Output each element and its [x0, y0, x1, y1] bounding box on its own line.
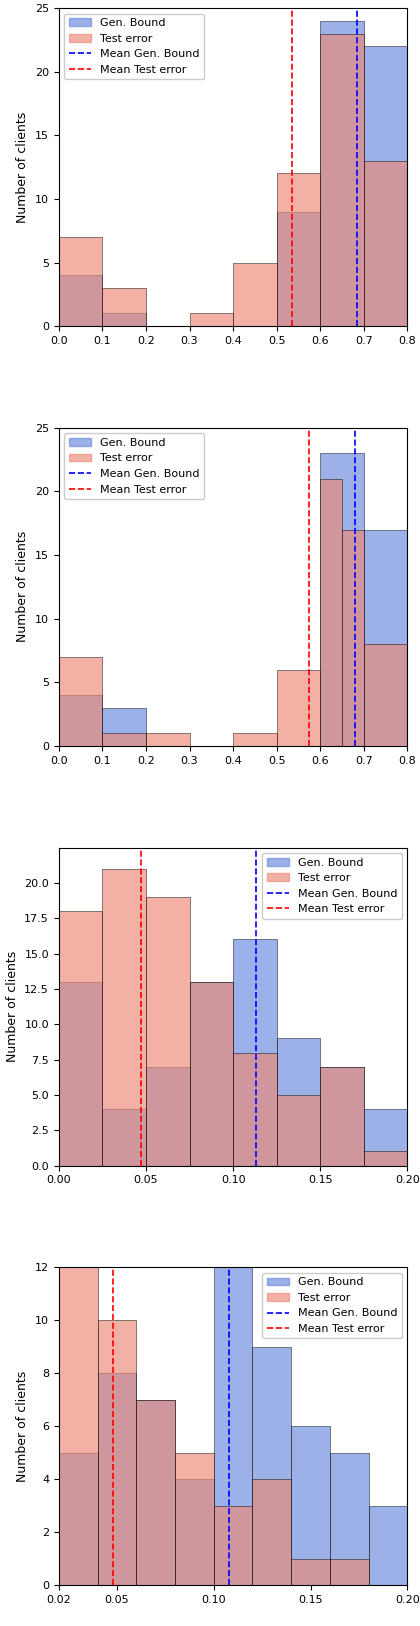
Bar [59, 1267, 97, 1585]
Bar [233, 733, 277, 746]
Bar [214, 1267, 252, 1585]
Legend: Gen. Bound, Test error, Mean Gen. Bound, Mean Test error: Gen. Bound, Test error, Mean Gen. Bound,… [262, 1273, 402, 1338]
Bar [277, 1094, 320, 1166]
Bar [277, 1039, 320, 1166]
Bar [59, 237, 102, 327]
Bar [330, 1559, 369, 1585]
Bar [102, 1109, 146, 1166]
Bar [189, 982, 233, 1166]
Y-axis label: Number of clients: Number of clients [16, 1371, 29, 1481]
Bar [189, 314, 233, 327]
Bar [320, 478, 342, 746]
Legend: Gen. Bound, Test error, Mean Gen. Bound, Mean Test error: Gen. Bound, Test error, Mean Gen. Bound,… [64, 434, 204, 499]
Bar [102, 314, 146, 327]
Bar [102, 288, 146, 327]
Bar [320, 34, 364, 327]
Bar [291, 1426, 330, 1585]
Bar [364, 46, 407, 327]
Bar [97, 1374, 136, 1585]
Bar [364, 530, 407, 746]
Bar [59, 694, 102, 746]
Bar [277, 211, 320, 327]
Bar [320, 1067, 364, 1166]
Bar [233, 262, 277, 327]
Bar [214, 1506, 252, 1585]
Bar [189, 982, 233, 1166]
Legend: Gen. Bound, Test error, Mean Gen. Bound, Mean Test error: Gen. Bound, Test error, Mean Gen. Bound,… [64, 13, 204, 80]
Bar [320, 21, 364, 327]
Bar [97, 1320, 136, 1585]
Bar [59, 275, 102, 327]
Bar [136, 1400, 175, 1585]
Bar [320, 454, 364, 746]
Y-axis label: Number of clients: Number of clients [16, 532, 29, 642]
Bar [364, 1109, 407, 1166]
Bar [277, 670, 320, 746]
Bar [252, 1480, 291, 1585]
Bar [342, 530, 364, 746]
Bar [102, 707, 146, 746]
Bar [102, 868, 146, 1166]
Bar [252, 1346, 291, 1585]
Bar [330, 1454, 369, 1585]
Bar [320, 1067, 364, 1166]
Bar [233, 1052, 277, 1166]
Bar [291, 1559, 330, 1585]
Y-axis label: Number of clients: Number of clients [16, 112, 29, 223]
Bar [175, 1454, 214, 1585]
Y-axis label: Number of clients: Number of clients [6, 951, 19, 1062]
Bar [59, 911, 102, 1166]
Bar [102, 733, 146, 746]
Bar [369, 1506, 407, 1585]
Bar [277, 174, 320, 327]
Bar [146, 898, 189, 1166]
Bar [59, 657, 102, 746]
Bar [136, 1400, 175, 1585]
Bar [175, 1480, 214, 1585]
Bar [364, 644, 407, 746]
Bar [146, 733, 189, 746]
Bar [233, 940, 277, 1166]
Legend: Gen. Bound, Test error, Mean Gen. Bound, Mean Test error: Gen. Bound, Test error, Mean Gen. Bound,… [262, 854, 402, 919]
Bar [364, 161, 407, 327]
Bar [364, 1151, 407, 1166]
Bar [146, 1067, 189, 1166]
Bar [59, 982, 102, 1166]
Bar [59, 1454, 97, 1585]
